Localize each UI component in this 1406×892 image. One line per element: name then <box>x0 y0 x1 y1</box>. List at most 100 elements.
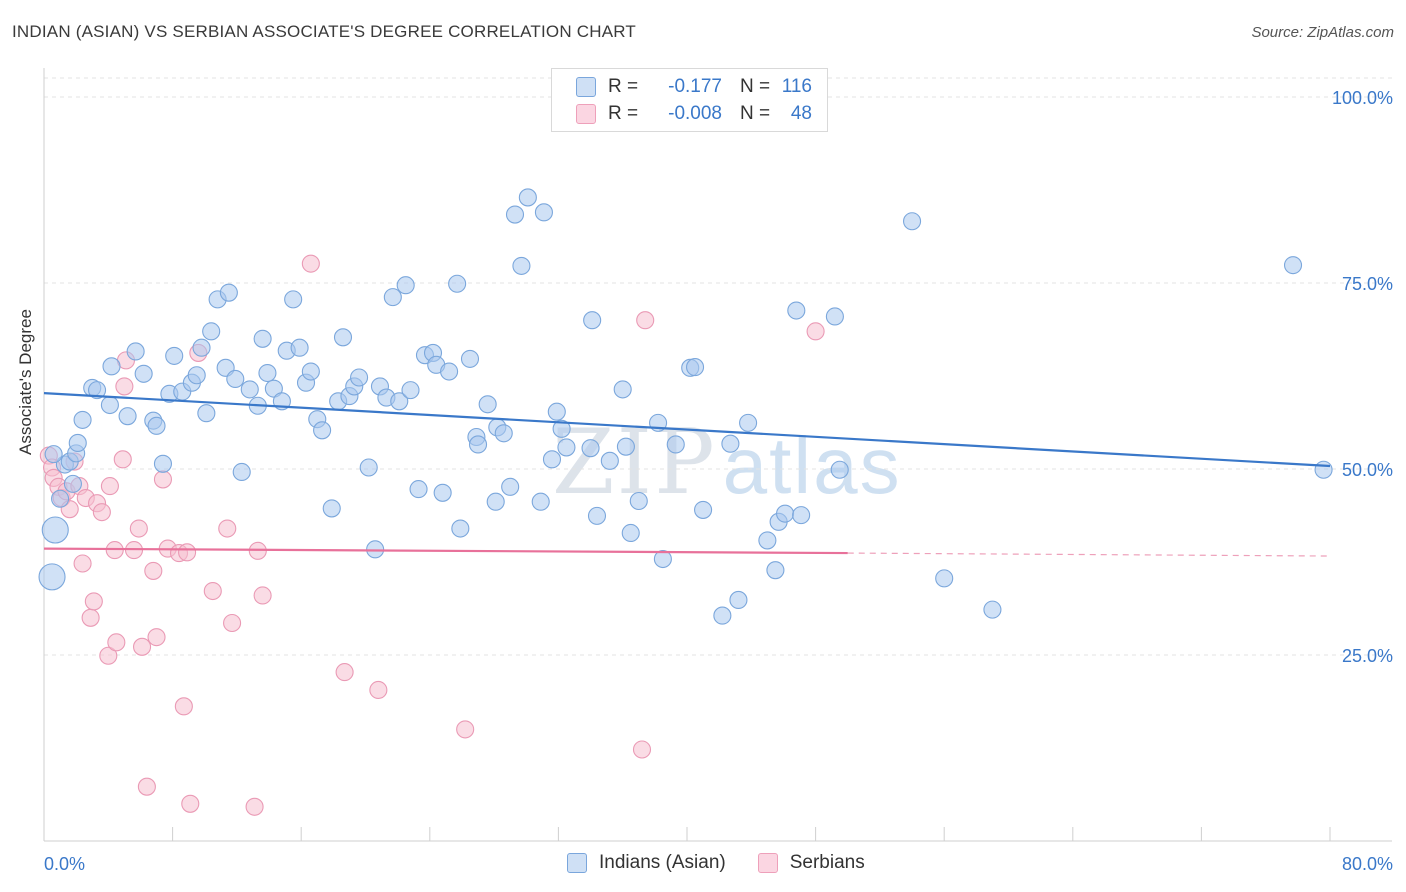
indians-point <box>396 276 415 295</box>
indians-point <box>134 364 153 383</box>
legend-swatch-serbians <box>576 104 596 124</box>
y-tick-label: 25.0% <box>1342 646 1393 666</box>
indians-point <box>226 369 245 389</box>
serbians-point <box>107 633 126 652</box>
series-swatch-serbians <box>757 853 778 873</box>
indians-point <box>600 451 619 470</box>
indians-point <box>38 563 66 591</box>
indians-point <box>766 561 785 580</box>
indians-point <box>197 404 216 423</box>
indians-point <box>322 499 341 518</box>
serbians-point <box>129 519 148 538</box>
indians-point <box>581 439 600 458</box>
indians-point <box>685 358 705 377</box>
serbians-point <box>253 586 272 605</box>
legend-r-value: -0.008 <box>668 103 722 124</box>
series-legend-indians[interactable]: Indians (Asian) <box>567 852 726 874</box>
y-tick-label: 75.0% <box>1342 274 1393 294</box>
legend-n-value: 116 <box>781 76 812 97</box>
indians-point <box>534 203 553 222</box>
serbians-point <box>113 450 132 469</box>
tick-labels: 100.0% 75.0% 50.0% 25.0% 0.0% 80.0% <box>44 88 1393 874</box>
indians-point <box>494 424 513 443</box>
indians-point <box>284 290 303 309</box>
indians-point <box>621 523 640 543</box>
serbians-point <box>301 254 320 273</box>
x-tick-label: 80.0% <box>1342 854 1393 874</box>
indians-point <box>240 380 259 399</box>
indians-point <box>983 600 1002 619</box>
x-tick-label: 0.0% <box>44 854 85 874</box>
serbians-point <box>203 581 222 601</box>
indians-point <box>165 346 184 365</box>
indians-point <box>721 434 740 453</box>
serbians-point <box>81 608 100 627</box>
indians-point <box>542 450 562 469</box>
indians-point <box>192 338 211 357</box>
legend-n-label: N = <box>740 76 771 97</box>
indians-point <box>825 307 844 326</box>
indians-point <box>433 483 452 502</box>
serbians-point <box>99 646 118 665</box>
indians-point <box>102 357 121 376</box>
indians-point <box>468 435 488 454</box>
indians-point <box>792 506 811 525</box>
indians-point <box>153 454 173 473</box>
series-legend-label: Indians (Asian) <box>599 852 726 873</box>
serbians-point <box>456 720 475 739</box>
indians-point <box>557 438 576 457</box>
indians-point <box>383 288 402 307</box>
indians-point <box>350 368 369 387</box>
source-label: Source: ZipAtlas.com <box>1251 24 1394 41</box>
indians-point <box>629 491 648 511</box>
serbians-point <box>133 637 152 656</box>
indians-point <box>68 433 87 453</box>
serbians-point <box>73 554 92 573</box>
legend-swatch-indians <box>576 77 596 97</box>
serbians-point <box>137 777 156 796</box>
series-legend-label: Serbians <box>789 852 865 873</box>
series-legend: Indians (Asian) Serbians <box>567 852 897 874</box>
indians-point <box>613 380 632 399</box>
indians-point <box>935 569 954 588</box>
series-legend-serbians[interactable]: Serbians <box>757 852 865 874</box>
indians-point <box>333 328 353 347</box>
indians-point <box>713 606 732 625</box>
gridlines <box>44 77 1392 656</box>
legend-n-label: N = <box>740 103 771 124</box>
serbians-point <box>636 311 655 330</box>
indians-point <box>202 322 221 341</box>
indians-trend-line <box>43 392 1331 468</box>
serbians-point <box>178 543 197 562</box>
serbians-point <box>632 740 652 759</box>
indians-point <box>41 516 69 544</box>
indians-point <box>73 410 92 429</box>
serbians-point <box>92 503 111 522</box>
serbians-point <box>335 663 354 682</box>
indians-point <box>313 421 332 440</box>
indians-point <box>547 402 566 421</box>
indians-point <box>739 413 758 432</box>
serbians-trend-extension <box>847 552 1331 557</box>
serbians-point <box>100 477 119 496</box>
indians-point <box>87 381 107 400</box>
indians-point <box>478 395 497 414</box>
indians-point <box>126 342 145 361</box>
serbians-point <box>369 680 388 700</box>
indians-point <box>63 474 82 493</box>
legend-r-value: -0.177 <box>668 76 722 97</box>
indians-point <box>1283 256 1303 275</box>
serbians-point <box>84 592 103 611</box>
indians-point <box>583 311 602 330</box>
legend-r-label: R = <box>608 103 639 124</box>
indians-point <box>448 274 467 293</box>
indians-point <box>290 338 309 357</box>
indians-point <box>440 362 459 381</box>
serbians-point <box>245 797 264 816</box>
y-axis-label: Associate's Degree <box>16 309 35 455</box>
indians-point <box>1314 460 1333 479</box>
serbians-points <box>39 254 825 816</box>
legend-row-serbians: R = -0.008 N = 48 <box>576 101 812 127</box>
indians-point <box>787 301 806 320</box>
indians-point <box>666 435 685 454</box>
